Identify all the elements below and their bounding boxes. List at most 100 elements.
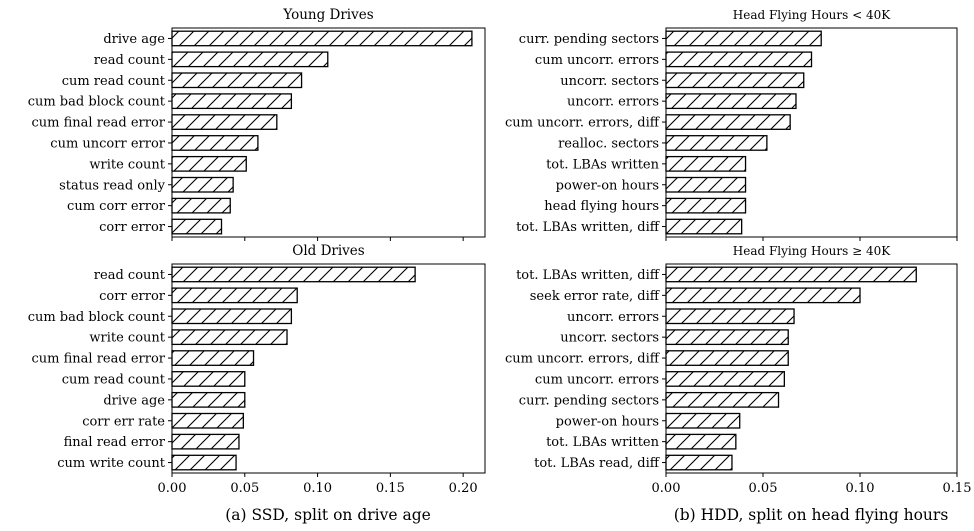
bar — [665, 155, 747, 172]
category-label: seek error rate, diff — [530, 289, 661, 304]
bar — [171, 454, 237, 471]
bar — [171, 30, 473, 47]
bar — [665, 30, 822, 47]
category-label: corr error — [99, 220, 166, 235]
category-label: drive age — [103, 393, 165, 408]
chart-title: Head Flying Hours < 40K — [733, 8, 891, 22]
category-label: tot. LBAs written, diff — [516, 268, 661, 283]
category-label: cum uncorr. errors, diff — [505, 116, 661, 131]
category-label: realloc. sectors — [558, 136, 659, 151]
category-label: cum uncorr. errors — [535, 53, 659, 68]
bar — [665, 93, 797, 110]
bar — [665, 135, 768, 151]
x-tick-label: 0.00 — [652, 481, 681, 496]
category-label: cum uncorr error — [50, 136, 165, 151]
bar — [665, 350, 789, 366]
category-label: read count — [94, 53, 166, 68]
category-label: cum uncorr. errors, diff — [505, 352, 661, 367]
category-label: tot. LBAs read, diff — [534, 456, 661, 471]
category-label: curr. pending sectors — [519, 393, 659, 408]
category-label: uncorr. sectors — [560, 331, 659, 346]
category-label: power-on hours — [556, 178, 659, 193]
category-label: head flying hours — [544, 199, 659, 214]
bar — [665, 454, 733, 471]
bar — [171, 412, 244, 429]
plot-frame — [665, 27, 958, 238]
category-label: corr error — [99, 289, 166, 304]
bar — [665, 114, 791, 130]
x-tick-label: 0.10 — [846, 481, 875, 496]
bar — [171, 329, 288, 346]
chart-panel-1: Young Drives drive age read count cum read … — [28, 7, 486, 241]
bar — [665, 266, 917, 283]
x-tick-label: 0.00 — [158, 481, 187, 496]
bar — [665, 412, 741, 429]
x-tick-label: 0.15 — [943, 481, 972, 496]
category-label: cum uncorr. errors — [535, 372, 659, 387]
category-label: cum corr error — [67, 199, 166, 214]
category-label: drive age — [103, 32, 165, 47]
category-label: cum bad block count — [28, 95, 166, 110]
bar — [665, 308, 795, 325]
plot-frame — [171, 27, 486, 238]
category-label: corr err rate — [82, 414, 165, 429]
bar — [665, 391, 780, 408]
bar — [665, 72, 805, 89]
category-label: power-on hours — [556, 414, 659, 429]
chart-panel-2: Head Flying Hours < 40K curr. pending sec… — [505, 8, 958, 241]
bar — [171, 308, 293, 325]
bar — [171, 350, 255, 366]
bar — [171, 433, 240, 450]
category-label: tot. LBAs written, diff — [516, 220, 661, 235]
category-label: cum bad block count — [28, 310, 166, 325]
chart-title: Head Flying Hours ≥ 40K — [733, 244, 891, 258]
bar — [171, 135, 259, 151]
bar — [665, 197, 747, 214]
bar — [171, 93, 293, 110]
x-tick-label: 0.05 — [230, 481, 259, 496]
category-label: write count — [89, 157, 165, 172]
category-label: tot. LBAs written — [546, 435, 660, 450]
category-label: uncorr. sectors — [560, 74, 659, 89]
category-label: cum write count — [57, 456, 166, 471]
bar — [171, 114, 278, 130]
plot-frame — [665, 263, 958, 474]
category-label: cum final read error — [32, 116, 166, 131]
category-label: status read only — [59, 178, 166, 193]
category-label: cum read count — [62, 74, 166, 89]
x-tick-label: 0.20 — [449, 481, 478, 496]
bar — [665, 176, 747, 193]
bar — [665, 287, 861, 304]
chart-title: Young Drives — [282, 7, 373, 23]
category-label: curr. pending sectors — [519, 32, 659, 47]
bar — [665, 433, 737, 450]
bar — [171, 197, 231, 214]
category-label: read count — [94, 268, 166, 283]
x-tick-label: 0.05 — [749, 481, 778, 496]
chart-title: Old Drives — [292, 243, 365, 259]
x-tick-label: 0.15 — [376, 481, 405, 496]
category-label: uncorr. errors — [567, 95, 659, 110]
category-label: tot. LBAs written — [546, 157, 660, 172]
bar — [171, 51, 329, 68]
category-label: write count — [89, 331, 165, 346]
category-label: cum read count — [62, 372, 166, 387]
bar — [665, 51, 813, 68]
plot-frame — [171, 263, 486, 474]
bar — [665, 329, 789, 346]
category-label: uncorr. errors — [567, 310, 659, 325]
bar — [171, 218, 223, 235]
bar — [171, 391, 246, 408]
bar — [665, 218, 743, 235]
bar — [171, 266, 416, 283]
bar — [171, 176, 234, 193]
category-label: final read error — [64, 435, 166, 450]
bar — [171, 371, 246, 387]
bar — [171, 287, 298, 304]
bar — [171, 72, 303, 89]
x-tick-label: 0.10 — [303, 481, 332, 496]
chart-panel-3: Old Drives read count corr error cum bad bl… — [28, 243, 486, 524]
bar — [171, 155, 247, 172]
bar — [665, 371, 785, 387]
